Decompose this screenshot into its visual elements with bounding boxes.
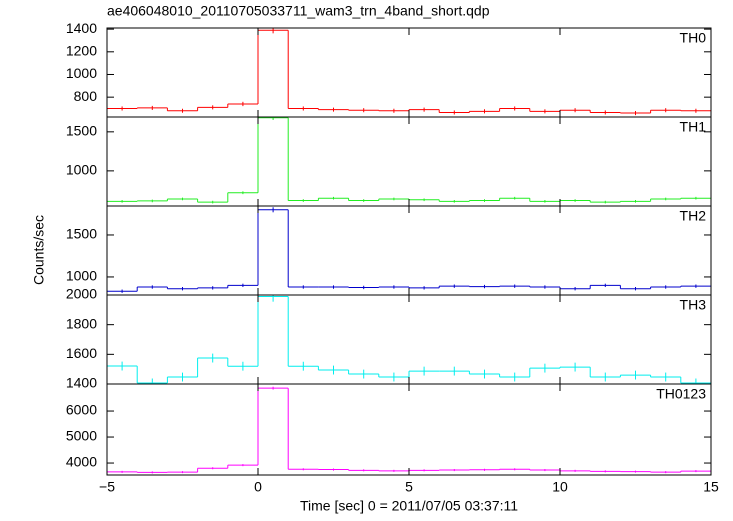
panel-label: TH1: [680, 119, 707, 135]
x-tick-label: 15: [703, 479, 719, 495]
x-tick-label: 5: [405, 479, 413, 495]
x-tick-label: 10: [552, 479, 568, 495]
panel-frame: [106, 27, 712, 118]
y-tick-label: 2000: [66, 286, 97, 302]
panel-frame: [106, 116, 712, 207]
panel-frame: [106, 205, 712, 296]
y-tick-label: 800: [74, 88, 98, 104]
y-tick-label: 6000: [66, 402, 97, 418]
y-tick-label: 1400: [66, 375, 97, 391]
y-tick-label: 1500: [66, 123, 97, 139]
y-tick-label: 1800: [66, 315, 97, 331]
x-tick-label: 0: [254, 479, 262, 495]
y-tick-label: 5000: [66, 428, 97, 444]
y-tick-label: 1600: [66, 345, 97, 361]
y-tick-label: 1000: [66, 268, 97, 284]
panel-label: TH2: [680, 208, 707, 224]
panel-frame: [106, 383, 712, 476]
y-tick-label: 1400: [66, 20, 97, 36]
panel-label: TH0123: [656, 386, 706, 402]
x-tick-label: −5: [99, 479, 115, 495]
y-tick-label: 4000: [66, 454, 97, 470]
chart-title: ae406048010_20110705033711_wam3_trn_4ban…: [107, 3, 490, 19]
panel-label: TH3: [680, 297, 707, 313]
y-axis-label: Counts/sec: [31, 215, 47, 285]
panel-label: TH0: [680, 30, 707, 46]
y-tick-label: 1500: [66, 226, 97, 242]
x-axis-label: Time [sec] 0 = 2011/07/05 03:37:11: [300, 498, 518, 514]
y-tick-label: 1000: [66, 162, 97, 178]
y-tick-label: 1000: [66, 65, 97, 81]
y-tick-label: 1200: [66, 43, 97, 59]
